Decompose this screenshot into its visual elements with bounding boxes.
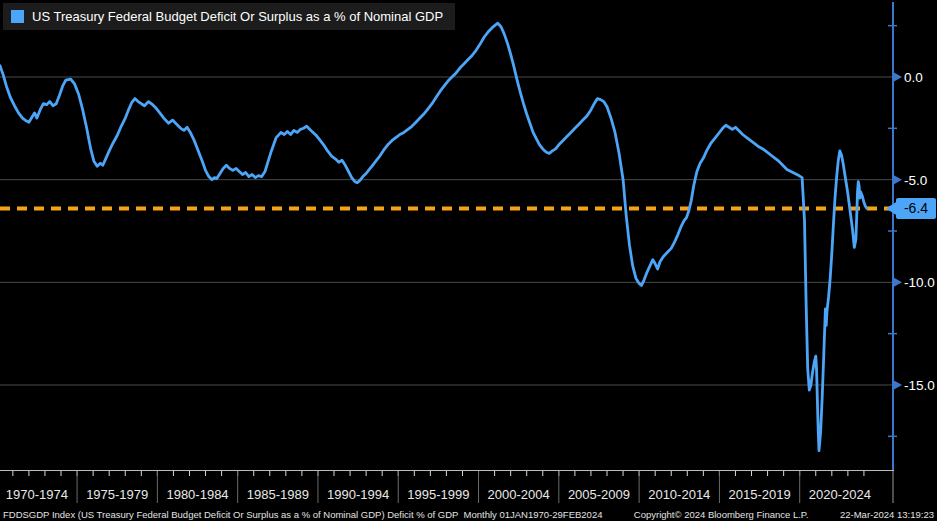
y-tick-label: -5.0 (904, 173, 927, 188)
copyright-text: Copyright© 2024 Bloomberg Finance L.P. (634, 509, 809, 520)
x-tick-label: 1980-1984 (166, 487, 228, 502)
y-tick-label: -15.0 (904, 378, 935, 393)
x-tick-label: 2015-2019 (728, 487, 790, 502)
x-tick-label: 2020-2024 (809, 487, 871, 502)
legend-label: US Treasury Federal Budget Deficit Or Su… (32, 9, 443, 24)
timestamp: 22-Mar-2024 13:19:23 (840, 509, 934, 520)
x-tick-label: 1985-1989 (247, 487, 309, 502)
chart-plot-area[interactable]: 0.0 -5.0 -10.0 -15.0 1970-1974 1975-1979 1980-… (0, 0, 937, 505)
last-value-badge-label: -6.4 (904, 200, 928, 216)
series-swatch-icon (11, 10, 24, 23)
legend-item[interactable]: US Treasury Federal Budget Deficit Or Su… (3, 3, 455, 30)
x-tick-label: 2000-2004 (488, 487, 550, 502)
last-value-badge-arrow-icon (886, 201, 897, 215)
x-tick-label: 1995-1999 (407, 487, 469, 502)
footer-bar: FDDSGDP Index (US Treasury Federal Budge… (0, 505, 937, 521)
y-major-tick-arrow-icon (894, 72, 902, 81)
ticker-description: FDDSGDP Index (US Treasury Federal Budge… (3, 509, 602, 520)
y-major-tick-arrow-icon (894, 278, 902, 287)
x-tick-label: 2010-2014 (648, 487, 710, 502)
y-major-tick-arrow-icon (894, 380, 902, 389)
y-tick-label: -10.0 (904, 275, 935, 290)
x-tick-label: 2005-2009 (568, 487, 630, 502)
bloomberg-chart-window: 0.0 -5.0 -10.0 -15.0 1970-1974 1975-1979 1980-… (0, 0, 937, 521)
x-tick-label: 1990-1994 (327, 487, 389, 502)
deficit-series-line (0, 23, 867, 451)
y-tick-label: 0.0 (904, 70, 923, 85)
x-tick-label: 1975-1979 (86, 487, 148, 502)
y-major-tick-arrow-icon (894, 175, 902, 184)
x-tick-label: 1970-1974 (6, 487, 68, 502)
